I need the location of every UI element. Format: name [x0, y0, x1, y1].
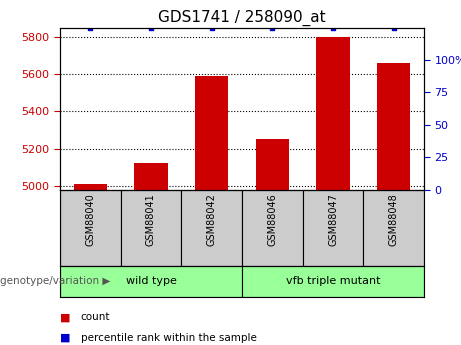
- Bar: [60, 190, 121, 266]
- Bar: [74, 184, 107, 190]
- Bar: [316, 37, 350, 190]
- Bar: [303, 190, 363, 266]
- Bar: [377, 63, 410, 190]
- Bar: [195, 76, 228, 190]
- Bar: [134, 163, 168, 190]
- Point: [390, 25, 397, 30]
- Text: genotype/variation ▶: genotype/variation ▶: [0, 276, 110, 286]
- Bar: [242, 266, 424, 297]
- Point: [269, 25, 276, 30]
- Bar: [242, 190, 303, 266]
- Text: percentile rank within the sample: percentile rank within the sample: [81, 333, 257, 343]
- Bar: [256, 139, 289, 190]
- Text: vfb triple mutant: vfb triple mutant: [286, 276, 380, 286]
- Text: GSM88046: GSM88046: [267, 194, 278, 246]
- Text: GSM88042: GSM88042: [207, 194, 217, 246]
- Text: count: count: [81, 313, 110, 322]
- Text: GSM88040: GSM88040: [85, 194, 95, 246]
- Point: [208, 25, 215, 30]
- Text: GSM88048: GSM88048: [389, 194, 399, 246]
- Text: GSM88047: GSM88047: [328, 194, 338, 246]
- Title: GDS1741 / 258090_at: GDS1741 / 258090_at: [158, 10, 326, 26]
- Point: [329, 25, 337, 30]
- Text: ■: ■: [60, 313, 71, 322]
- Bar: [363, 190, 424, 266]
- Text: ■: ■: [60, 333, 71, 343]
- Text: wild type: wild type: [125, 276, 177, 286]
- Bar: [181, 190, 242, 266]
- Point: [87, 25, 94, 30]
- Bar: [60, 266, 242, 297]
- Bar: [121, 190, 181, 266]
- Point: [148, 25, 155, 30]
- Text: GSM88041: GSM88041: [146, 194, 156, 246]
